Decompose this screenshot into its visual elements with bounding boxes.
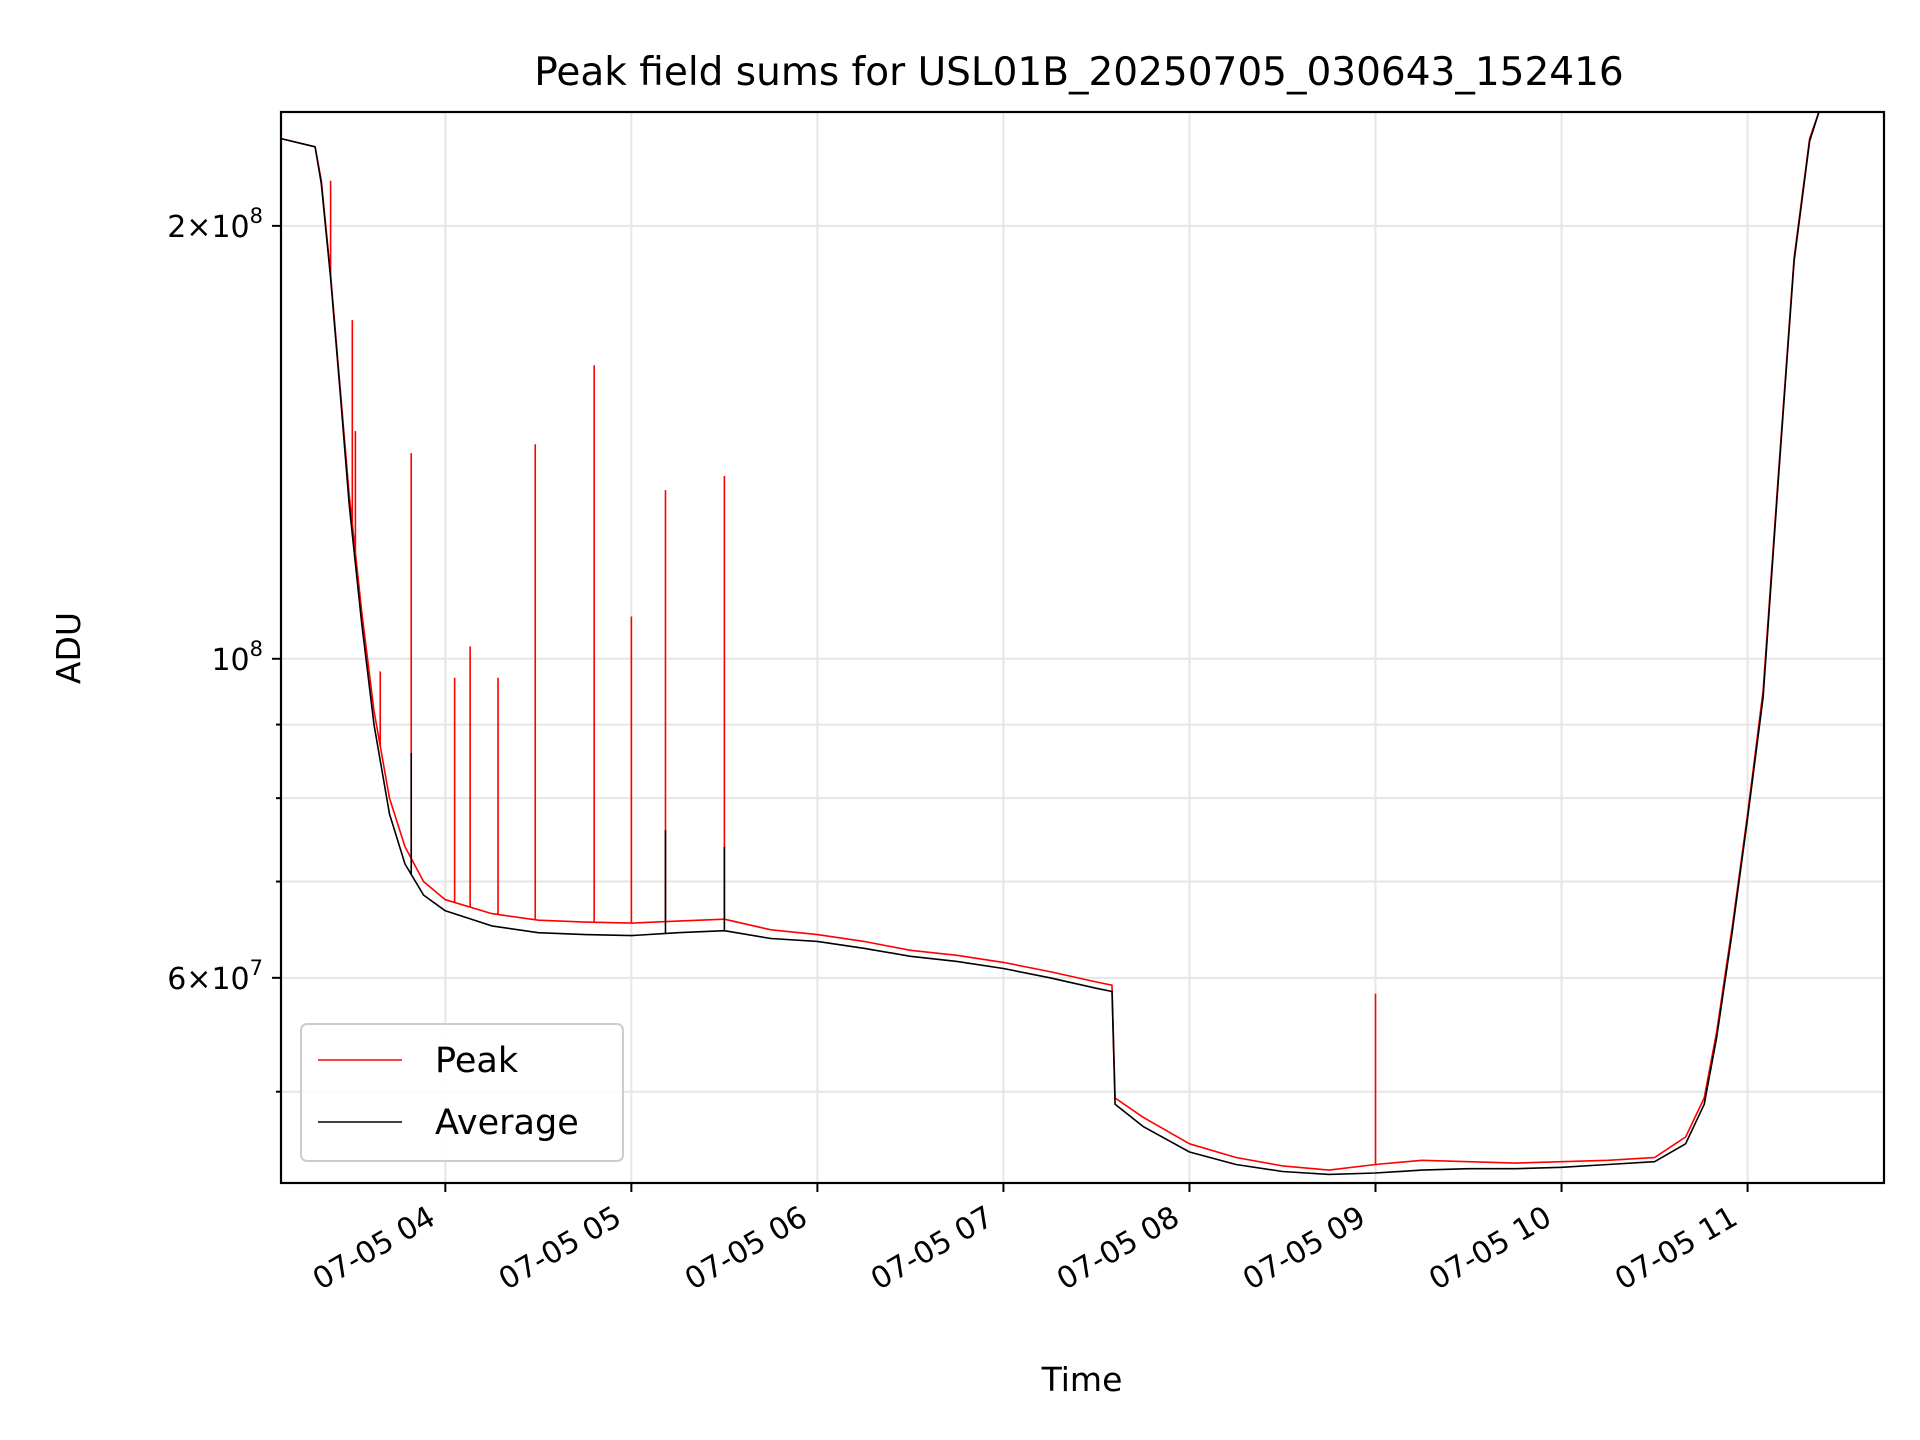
series-peak — [281, 112, 1820, 1171]
series-line-peak — [281, 112, 1820, 1171]
y-axis: 6×107 108 2×108 — [167, 204, 281, 1093]
axes-frame — [279, 110, 1886, 1185]
y-axis-label: ADU — [49, 612, 88, 684]
series-line-average — [281, 112, 1820, 1176]
legend-box — [300, 1023, 624, 1162]
x-tick-label: 07-05 05 — [493, 1200, 627, 1298]
series-average — [281, 112, 1820, 1176]
plot-area — [281, 112, 1820, 1176]
x-tick-label: 07-05 10 — [1423, 1200, 1557, 1298]
x-axis: 07-05 04 07-05 05 07-05 06 07-05 07 07-05 08… — [307, 1183, 1749, 1298]
x-tick-label: 07-05 09 — [1237, 1200, 1371, 1298]
legend-label-average: Average — [435, 1103, 579, 1143]
y-tick-label: 108 — [211, 637, 263, 678]
legend-label-peak: Peak — [435, 1041, 519, 1081]
y-tick-label: 2×108 — [167, 204, 263, 245]
chart-title: Peak field sums for USL01B_20250705_0306… — [534, 50, 1624, 95]
x-tick-label: 07-05 06 — [679, 1200, 813, 1298]
x-tick-label: 07-05 08 — [1051, 1200, 1185, 1298]
x-tick-label: 07-05 07 — [865, 1200, 999, 1298]
grid-lines — [281, 112, 1884, 1183]
x-tick-label: 07-05 11 — [1609, 1200, 1743, 1298]
x-axis-label: Time — [1041, 1360, 1123, 1399]
x-tick-label: 07-05 04 — [307, 1200, 441, 1298]
y-tick-label: 6×107 — [167, 956, 263, 997]
legend: Peak Average — [300, 1023, 624, 1162]
